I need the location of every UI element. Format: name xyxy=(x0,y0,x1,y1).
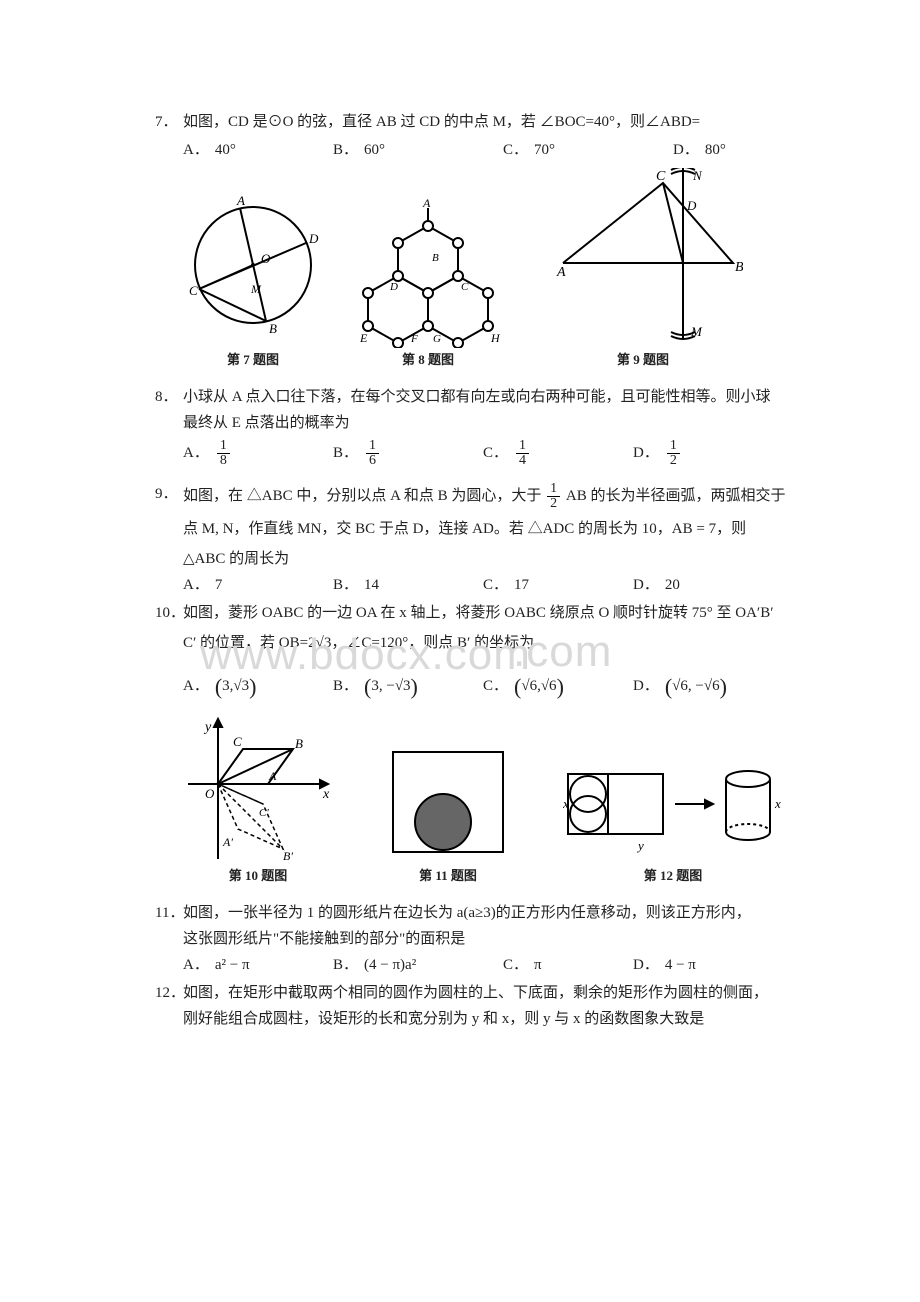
q7-text: 如图，CD 是⊙O 的弦，直径 AB 过 CD 的中点 M，若 ∠BOC=40°… xyxy=(183,110,790,134)
svg-text:B: B xyxy=(735,260,743,275)
svg-text:B: B xyxy=(295,736,303,751)
q10-opt-a: A．(3, √3) xyxy=(183,669,333,704)
q9-number: 9． xyxy=(155,482,183,511)
svg-text:D: D xyxy=(308,231,319,246)
svg-text:H: H xyxy=(490,331,501,345)
q7-q8-q9-figures: A B C D O M 第 7 题图 xyxy=(183,168,790,371)
q10-opt-b: B．(3, −√3) xyxy=(333,669,483,704)
svg-text:F: F xyxy=(410,333,418,345)
q8-opt-b: B．16 xyxy=(333,439,483,468)
q8-line2: 最终从 E 点落出的概率为 xyxy=(183,411,790,435)
figure-8: A B C D E F G H 第 8 题图 xyxy=(343,198,513,371)
q7-number: 7． xyxy=(155,110,183,134)
svg-text:x: x xyxy=(774,796,781,811)
square-with-circle-diagram xyxy=(383,744,513,864)
q8-opt-c: C．14 xyxy=(483,439,633,468)
question-9: 9． 如图，在 △ABC 中，分别以点 A 和点 B 为圆心，大于 12 AB … xyxy=(155,482,790,511)
svg-text:N: N xyxy=(692,168,703,183)
q7-opt-c: C．70° xyxy=(503,138,673,162)
q12-line2: 刚好能组合成圆柱，设矩形的长和宽分别为 y 和 x，则 y 与 x 的函数图象大… xyxy=(183,1007,790,1031)
svg-text:A: A xyxy=(236,193,245,208)
svg-text:C′: C′ xyxy=(259,807,269,819)
q11-line2: 这张圆形纸片"不能接触到的部分"的面积是 xyxy=(183,927,790,951)
svg-text:A: A xyxy=(556,265,566,280)
hexagon-tree-diagram: A B C D E F G H xyxy=(343,198,513,348)
q12-number: 12． xyxy=(155,981,183,1005)
svg-text:A′: A′ xyxy=(222,835,233,849)
q11-opt-a: A．a² − π xyxy=(183,953,333,977)
figure-7: A B C D O M 第 7 题图 xyxy=(183,193,323,371)
svg-text:D: D xyxy=(686,198,697,213)
svg-text:x: x xyxy=(322,787,330,802)
svg-text:B: B xyxy=(269,321,277,336)
q8-opt-d: D．12 xyxy=(633,439,682,468)
triangle-construction-diagram: C A B D N M xyxy=(543,168,743,348)
svg-text:A: A xyxy=(268,769,277,783)
q8-line1: 小球从 A 点入口往下落，在每个交叉口都有向左或向右两种可能，且可能性相等。则小… xyxy=(183,385,790,409)
q9-opt-b: B．14 xyxy=(333,573,483,597)
svg-text:A: A xyxy=(422,198,431,210)
svg-text:G: G xyxy=(433,333,441,345)
q10-options: A．(3, √3) B．(3, −√3) C．(√6, √6) D．(√6, −… xyxy=(183,669,790,704)
svg-text:B′: B′ xyxy=(283,849,293,863)
figure-12: x x y 第 12 题图 xyxy=(563,754,783,887)
exam-page: 7． 如图，CD 是⊙O 的弦，直径 AB 过 CD 的中点 M，若 ∠BOC=… xyxy=(0,0,920,1091)
q7-options: A．40° B．60° C．70° D．80° xyxy=(183,138,790,162)
q11-number: 11． xyxy=(155,901,183,925)
q9-opt-c: C．17 xyxy=(483,573,633,597)
q9-line3: △ABC 的周长为 xyxy=(183,547,790,571)
svg-text:y: y xyxy=(636,838,644,853)
q8-options: A．18 B．16 C．14 D．12 xyxy=(183,439,790,468)
q11-opt-c: C．π xyxy=(503,953,633,977)
rhombus-rotation-diagram: y x O A B C A′ B′ C′ xyxy=(183,714,333,864)
q10-opt-d: D．(√6, −√6) xyxy=(633,669,727,704)
q10-opt-c: C．(√6, √6) xyxy=(483,669,633,704)
q10-line2: C′ 的位置，若 OB=2√3，∠C=120°，则点 B′ 的坐标为 .com xyxy=(183,631,790,655)
q10-line1: 如图，菱形 OABC 的一边 OA 在 x 轴上，将菱形 OABC 绕原点 O … xyxy=(183,601,790,625)
rectangle-to-cylinder-diagram: x x y xyxy=(563,754,783,864)
svg-text:M: M xyxy=(690,324,703,339)
svg-text:C: C xyxy=(189,283,198,298)
q7-opt-b: B．60° xyxy=(333,138,503,162)
q8-opt-a: A．18 xyxy=(183,439,333,468)
q11-options: A．a² − π B．(4 − π)a² C．π D．4 − π xyxy=(183,953,790,977)
svg-text:C: C xyxy=(656,169,666,184)
question-11: 11． 如图，一张半径为 1 的圆形纸片在边长为 a(a≥3)的正方形内任意移动… xyxy=(155,901,790,925)
question-7: 7． 如图，CD 是⊙O 的弦，直径 AB 过 CD 的中点 M，若 ∠BOC=… xyxy=(155,110,790,134)
question-12: 12． 如图，在矩形中截取两个相同的圆作为圆柱的上、下底面，剩余的矩形作为圆柱的… xyxy=(155,981,790,1005)
q9-options: A．7 B．14 C．17 D．20 xyxy=(183,573,790,597)
q8-number: 8． xyxy=(155,385,183,409)
svg-text:x: x xyxy=(563,796,569,811)
svg-text:C: C xyxy=(461,281,469,293)
svg-text:O: O xyxy=(205,786,215,801)
figure-9: C A B D N M 第 9 题图 xyxy=(543,168,743,371)
svg-text:C: C xyxy=(233,734,242,749)
q12-line1: 如图，在矩形中截取两个相同的圆作为圆柱的上、下底面，剩余的矩形作为圆柱的侧面， xyxy=(183,981,790,1005)
figure-10: y x O A B C A′ B′ C′ 第 10 题图 xyxy=(183,714,333,887)
svg-text:O: O xyxy=(261,251,271,266)
circle-chord-diagram: A B C D O M xyxy=(183,193,323,348)
question-8: 8． 小球从 A 点入口往下落，在每个交叉口都有向左或向右两种可能，且可能性相等… xyxy=(155,385,790,409)
q9-line1: 如图，在 △ABC 中，分别以点 A 和点 B 为圆心，大于 12 AB 的长为… xyxy=(183,482,790,511)
q11-opt-b: B．(4 − π)a² xyxy=(333,953,503,977)
q9-opt-d: D．20 xyxy=(633,573,680,597)
q7-opt-d: D．80° xyxy=(673,138,726,162)
q10-number: 10． xyxy=(155,601,183,625)
svg-text:E: E xyxy=(359,331,368,345)
q7-opt-a: A．40° xyxy=(183,138,333,162)
question-10: 10． 如图，菱形 OABC 的一边 OA 在 x 轴上，将菱形 OABC 绕原… xyxy=(155,601,790,625)
q9-line2: 点 M, N，作直线 MN，交 BC 于点 D，连接 AD。若 △ADC 的周长… xyxy=(183,517,790,541)
svg-text:M: M xyxy=(250,282,262,296)
q9-opt-a: A．7 xyxy=(183,573,333,597)
q11-line1: 如图，一张半径为 1 的圆形纸片在边长为 a(a≥3)的正方形内任意移动，则该正… xyxy=(183,901,790,925)
svg-text:y: y xyxy=(203,720,212,735)
q10-q11-q12-figures: y x O A B C A′ B′ C′ 第 10 题图 第 11 题图 xyxy=(183,714,790,887)
q11-opt-d: D．4 − π xyxy=(633,953,696,977)
svg-text:B: B xyxy=(432,252,439,264)
svg-text:D: D xyxy=(389,281,398,293)
figure-11: 第 11 题图 xyxy=(383,744,513,887)
